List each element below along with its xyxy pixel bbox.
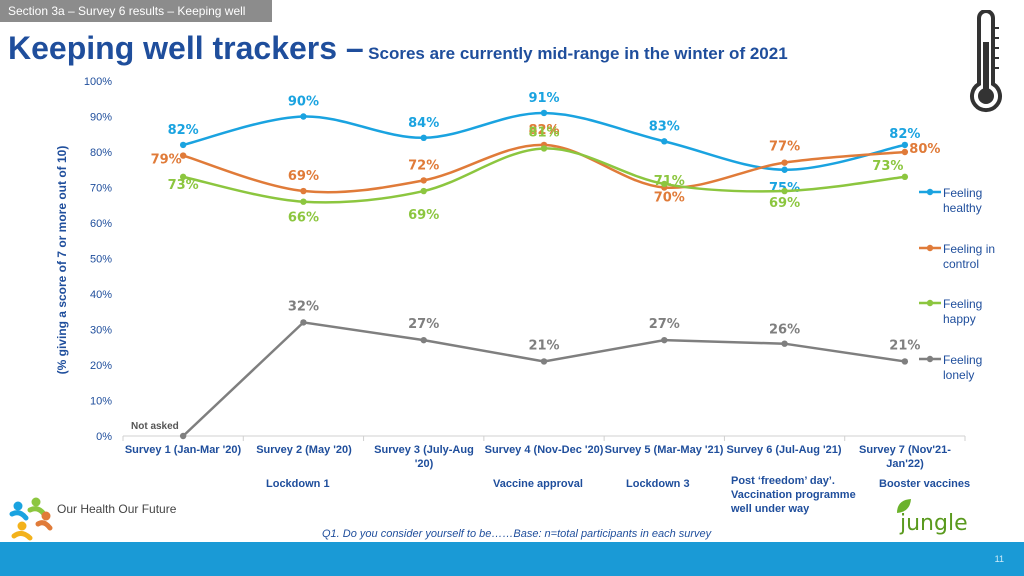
- data-point: [661, 180, 668, 188]
- data-label: 32%: [288, 299, 319, 314]
- data-point: [300, 113, 307, 120]
- data-label: 90%: [288, 95, 319, 110]
- data-point: [300, 319, 307, 326]
- bottom-bar: [0, 542, 1024, 576]
- not-asked-annotation: Not asked: [131, 421, 179, 432]
- y-tick-label: 100%: [84, 76, 112, 88]
- event-label: Post ‘freedom’ day’. Vaccination program…: [731, 475, 856, 515]
- data-label: 72%: [408, 158, 439, 173]
- data-point: [781, 340, 788, 347]
- our-health-our-future-logo-text: Our Health Our Future: [57, 502, 177, 516]
- legend-marker: [926, 244, 934, 252]
- y-tick-label: 90%: [90, 112, 112, 124]
- event-label: Lockdown 3: [626, 478, 690, 490]
- x-tick-label: Survey 1 (Jan-Mar '20): [124, 444, 242, 456]
- legend-marker: [926, 355, 934, 363]
- data-point: [781, 159, 788, 166]
- data-point: [300, 187, 307, 195]
- y-tick-label: 0%: [96, 431, 112, 443]
- data-point: [781, 166, 788, 173]
- data-label: 91%: [528, 91, 559, 106]
- data-point: [901, 173, 909, 181]
- data-point: [179, 432, 187, 440]
- event-label: Lockdown 1: [266, 478, 330, 490]
- data-label: 83%: [649, 119, 680, 134]
- data-label: 71%: [654, 174, 685, 189]
- legend-label: Feeling in control: [943, 242, 996, 271]
- y-tick-label: 20%: [90, 360, 112, 372]
- data-point: [300, 198, 307, 205]
- legend-label: Feeling lonely: [943, 353, 983, 382]
- data-label: 82%: [168, 123, 199, 138]
- data-point: [420, 134, 427, 141]
- y-tick-label: 60%: [90, 218, 112, 230]
- data-label: 27%: [649, 317, 680, 332]
- section-tab: Section 3a – Survey 6 results – Keeping …: [0, 0, 272, 22]
- data-label: 77%: [769, 140, 800, 155]
- footnote: Q1. Do you consider yourself to be……Base…: [322, 528, 712, 540]
- x-tick-label: Survey 7 (Nov'21-Jan'22): [859, 444, 951, 470]
- data-label: 70%: [654, 191, 685, 206]
- data-point: [420, 177, 427, 184]
- legend-marker: [926, 299, 934, 307]
- data-point: [179, 152, 187, 159]
- our-health-our-future-logo: [9, 497, 53, 541]
- event-label: Vaccine approval: [493, 478, 583, 490]
- data-label: 69%: [288, 169, 319, 184]
- data-point: [901, 358, 909, 365]
- data-label: 26%: [769, 323, 800, 338]
- y-tick-label: 10%: [90, 396, 112, 408]
- thermometer-icon: [970, 10, 1002, 113]
- leaf-icon: [897, 499, 911, 513]
- data-point: [540, 109, 548, 117]
- page-title: Keeping well trackers – Scores are curre…: [8, 30, 788, 67]
- data-point: [661, 138, 668, 145]
- data-label: 21%: [528, 338, 559, 353]
- data-label: 73%: [168, 178, 199, 193]
- x-tick-label: Survey 2 (May '20): [256, 444, 352, 456]
- x-tick-label: Survey 5 (Mar-May '21): [604, 444, 724, 456]
- legend-label: Feeling happy: [943, 297, 983, 326]
- title-main: Keeping well trackers –: [8, 30, 364, 66]
- data-label: 69%: [408, 208, 439, 223]
- data-point: [781, 187, 788, 195]
- data-point: [179, 141, 187, 149]
- data-point: [661, 336, 668, 344]
- y-tick-label: 70%: [90, 183, 112, 195]
- data-point: [901, 148, 909, 156]
- data-label: 66%: [288, 211, 319, 226]
- legend-marker: [926, 188, 934, 196]
- data-point: [420, 336, 427, 344]
- data-label: 80%: [909, 142, 940, 157]
- data-point: [420, 187, 427, 195]
- page-number: 11: [994, 554, 1004, 564]
- data-label: 27%: [408, 317, 439, 332]
- event-label: Booster vaccines: [879, 478, 971, 490]
- y-tick-label: 30%: [90, 325, 112, 337]
- y-tick-label: 40%: [90, 289, 112, 301]
- data-label: 82%: [889, 127, 920, 142]
- x-tick-label: Survey 4 (Nov-Dec '20): [484, 444, 604, 456]
- data-point: [179, 173, 187, 181]
- data-label: 73%: [872, 159, 903, 174]
- data-label: 79%: [151, 153, 182, 168]
- data-point: [540, 145, 548, 152]
- title-subtitle: Scores are currently mid-range in the wi…: [368, 44, 788, 63]
- data-label: 82%: [528, 123, 559, 138]
- data-label: 84%: [408, 116, 439, 131]
- data-point: [901, 141, 909, 149]
- x-tick-label: Survey 6 (Jul-Aug '21): [726, 444, 842, 456]
- y-tick-label: 50%: [90, 254, 112, 266]
- data-point: [540, 358, 548, 365]
- data-label: 81%: [528, 125, 559, 140]
- legend-label: Feeling healthy: [943, 186, 983, 215]
- y-tick-label: 80%: [90, 147, 112, 159]
- data-label: 69%: [769, 196, 800, 211]
- data-label: 21%: [889, 338, 920, 353]
- x-tick-label: Survey 3 (July-Aug '20): [374, 444, 474, 470]
